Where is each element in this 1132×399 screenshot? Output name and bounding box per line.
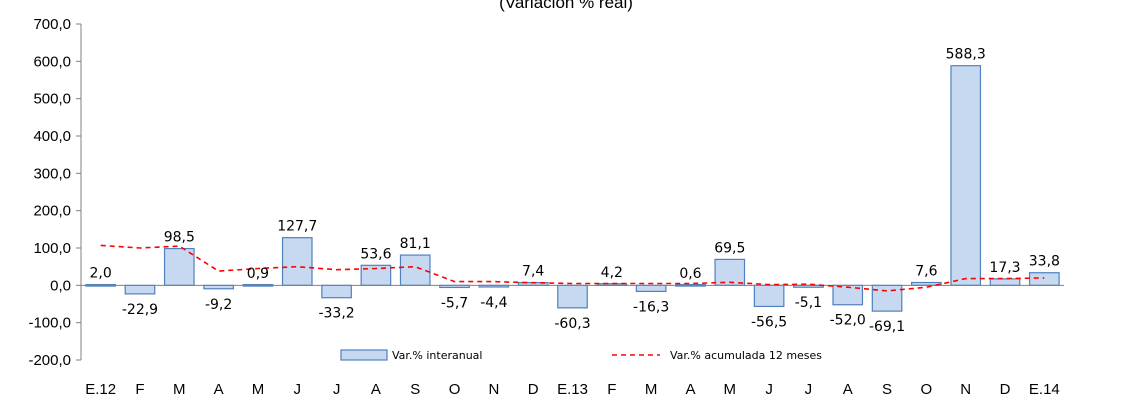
- x-tick-label: O: [449, 381, 461, 398]
- x-tick-label: M: [724, 381, 737, 398]
- bar: [281, 237, 313, 286]
- bars-group: [85, 65, 1060, 312]
- x-tick-label: J: [333, 381, 341, 398]
- data-label: 53,6: [360, 246, 391, 262]
- y-tick-label: 300,0: [33, 165, 71, 182]
- data-label: 127,7: [277, 219, 317, 235]
- bar: [321, 284, 352, 299]
- data-label: 7,4: [522, 264, 544, 280]
- x-tick-label: A: [843, 381, 853, 398]
- data-label: 33,8: [1029, 254, 1060, 270]
- x-tick-label: N: [960, 381, 971, 398]
- y-tick-label: 500,0: [33, 91, 71, 108]
- x-tick-label: M: [173, 381, 186, 398]
- x-tick-label: S: [882, 381, 892, 398]
- bar: [1028, 272, 1060, 286]
- data-label: 98,5: [164, 230, 195, 246]
- data-label: -22,9: [122, 302, 158, 318]
- y-tick-label: -100,0: [28, 315, 71, 332]
- data-label: 7,6: [915, 263, 937, 279]
- data-label: -56,5: [751, 314, 787, 330]
- x-tick-label: J: [765, 381, 773, 398]
- data-label: -52,0: [830, 313, 866, 329]
- legend-line-label: Var.% acumulada 12 meses: [670, 349, 822, 362]
- bar: [124, 284, 156, 295]
- x-axis-labels: E.12 F M A M J J A S O N D E.13 F M A M J J A S O N D E.14: [85, 381, 1060, 398]
- y-tick-label: 600,0: [33, 53, 71, 70]
- x-tick-label: M: [645, 381, 658, 398]
- data-label: 4,2: [601, 265, 623, 281]
- x-tick-label: S: [410, 381, 420, 398]
- y-tick-label: 700,0: [33, 16, 71, 33]
- legend-bar-swatch: [340, 349, 388, 361]
- data-label: -60,3: [554, 316, 590, 332]
- data-label: -4,4: [480, 295, 507, 311]
- y-tick-label: 400,0: [33, 128, 71, 145]
- bar: [714, 258, 746, 286]
- x-tick-label: M: [252, 381, 265, 398]
- x-tick-label: D: [528, 381, 539, 398]
- x-tick-label: J: [805, 381, 813, 398]
- y-tick-label: 200,0: [33, 203, 71, 220]
- data-label: 0,9: [247, 266, 269, 282]
- legend: Var.% interanual Var.% acumulada 12 mese…: [340, 349, 822, 362]
- y-tick-label: 0,0: [50, 277, 71, 294]
- chart-title: (Variación % real): [499, 0, 633, 12]
- bar: [950, 65, 982, 286]
- y-tick-label: 100,0: [33, 240, 71, 257]
- data-label: -16,3: [633, 299, 669, 315]
- x-tick-label: E.14: [1029, 381, 1060, 398]
- data-label: -69,1: [869, 319, 905, 335]
- data-label: 81,1: [400, 236, 431, 252]
- data-label: -33,2: [318, 306, 354, 322]
- y-axis: -200,0 -100,0 0,0 100,0 200,0 300,0 400,0 500,0…: [28, 16, 82, 369]
- data-labels-group: 2,0 -22,9 98,5 -9,2 0,9 127,7 -33,2 53,6 81,1 -5,…: [90, 47, 1060, 335]
- bar: [557, 284, 588, 309]
- data-label: -9,2: [205, 297, 232, 313]
- bar: [753, 284, 785, 308]
- data-label: 69,5: [714, 240, 745, 256]
- data-label: 588,3: [946, 47, 986, 63]
- x-tick-label: J: [294, 381, 302, 398]
- x-tick-label: N: [488, 381, 499, 398]
- y-tick-label: -200,0: [28, 352, 71, 369]
- x-tick-label: E.12: [85, 381, 116, 398]
- bar: [989, 278, 1021, 286]
- cumulative-line: [100, 244, 1045, 292]
- x-tick-label: A: [685, 381, 695, 398]
- data-label: 17,3: [989, 260, 1020, 276]
- cumulative-line-group: [100, 244, 1045, 292]
- x-tick-label: F: [607, 381, 616, 398]
- data-label: -5,7: [441, 295, 468, 311]
- data-label: 0,6: [679, 266, 701, 282]
- legend-bar-label: Var.% interanual: [392, 349, 482, 362]
- bar: [163, 247, 195, 286]
- x-tick-label: E.13: [557, 381, 588, 398]
- x-tick-label: F: [135, 381, 144, 398]
- x-tick-label: D: [1000, 381, 1011, 398]
- data-label: -5,1: [795, 295, 822, 311]
- bar: [203, 284, 234, 290]
- bar: [635, 284, 667, 293]
- x-tick-label: O: [921, 381, 933, 398]
- x-tick-label: A: [371, 381, 381, 398]
- x-tick-label: A: [214, 381, 224, 398]
- data-label: 2,0: [90, 266, 112, 282]
